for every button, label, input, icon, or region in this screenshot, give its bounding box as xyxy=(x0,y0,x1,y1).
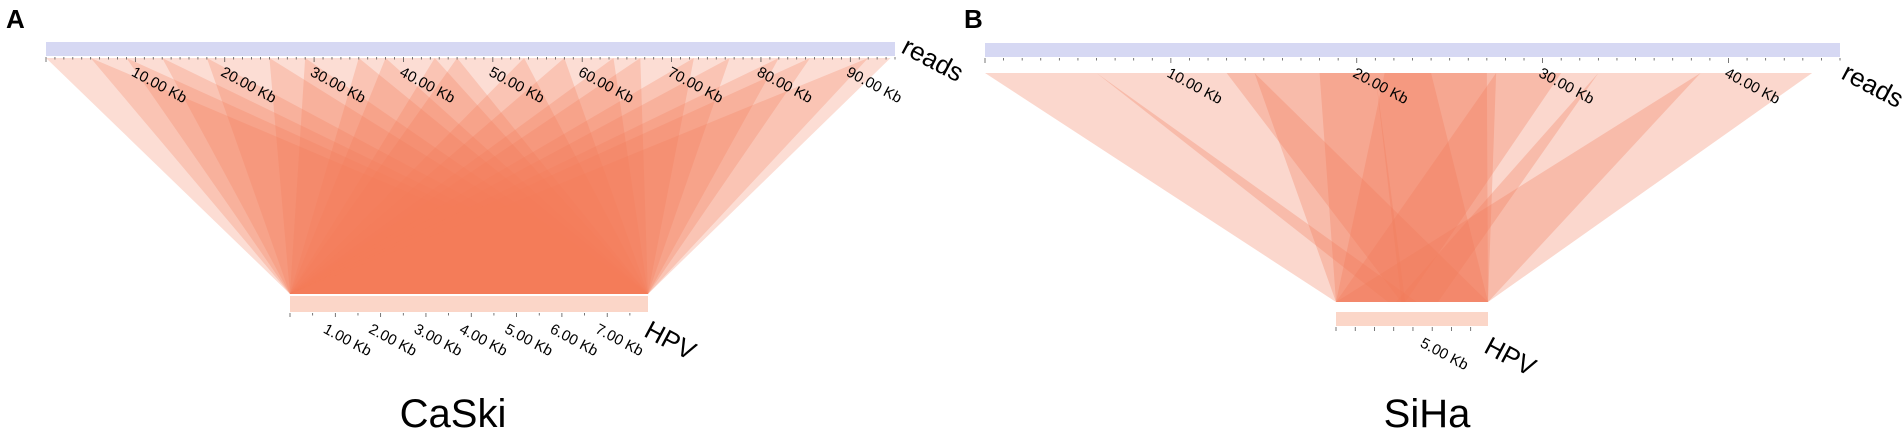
link-ribbon xyxy=(290,58,648,294)
sample-name: SiHa xyxy=(1384,392,1471,436)
link-ribbon xyxy=(46,58,648,294)
link-ribbon xyxy=(1336,73,1813,302)
hpv-track-label: HPV xyxy=(1480,330,1542,382)
link-ribbon xyxy=(290,58,811,294)
link-ribbon xyxy=(1395,73,1701,302)
link-ribbon xyxy=(290,58,869,294)
link-ribbon xyxy=(290,58,648,294)
link-ribbon xyxy=(290,58,648,294)
tick-label: 3.00 Kb xyxy=(411,321,465,360)
reads-track-bar xyxy=(46,42,895,56)
hpv-ticks: 1.00 Kb2.00 Kb3.00 Kb4.00 Kb5.00 Kb6.00 … xyxy=(289,313,646,360)
tick-label: 6.00 Kb xyxy=(547,321,601,360)
tick-label: 7.00 Kb xyxy=(592,321,646,360)
panel-caski: A 10.00 Kb 20.00 Kb 30.00 Kb 40.00 Kb 50.00 … xyxy=(6,4,969,436)
link-ribbon xyxy=(1319,73,1488,302)
link-ribbon xyxy=(1375,73,1497,302)
link-ribbon xyxy=(290,58,730,294)
link-ribbon xyxy=(290,58,648,294)
link-ribbon xyxy=(290,58,648,294)
link-ribbon xyxy=(162,58,648,294)
reads-track-label: reads xyxy=(897,31,969,88)
panel-letter: A xyxy=(6,4,25,34)
link-ribbon xyxy=(290,58,648,294)
link-ribbon xyxy=(290,58,648,294)
link-ribbon xyxy=(290,58,891,294)
link-ribbon xyxy=(1336,73,1599,302)
link-ribbon xyxy=(1096,73,1488,302)
link-ribbon xyxy=(985,73,1417,302)
link-ribbon xyxy=(1336,73,1562,302)
link-ribbon xyxy=(206,58,648,294)
tick-label: 2.00 Kb xyxy=(366,321,420,360)
link-ribbon xyxy=(126,58,648,294)
link-ribbon xyxy=(90,58,649,294)
panel-letter: B xyxy=(964,4,983,34)
link-ribbon xyxy=(290,58,648,294)
hpv-track-bar xyxy=(290,296,648,312)
link-ribbons xyxy=(985,73,1813,302)
reads-track-bar xyxy=(985,43,1840,57)
hpv-track-bar xyxy=(1336,312,1488,326)
link-ribbon xyxy=(269,58,648,294)
reads-track-label: reads xyxy=(1837,57,1902,114)
link-ribbon xyxy=(290,58,779,294)
hpv-track-label: HPV xyxy=(640,314,702,366)
tick-label: 4.00 Kb xyxy=(457,321,511,360)
link-ribbon xyxy=(1254,73,1406,302)
tick-label: 5.00 Kb xyxy=(1417,335,1471,374)
tick-label: 5.00 Kb xyxy=(502,321,556,360)
panel-siha: B 10.00 Kb 20.00 Kb 30.00 Kb 40.00 Kb 5.00 … xyxy=(964,4,1902,436)
tick-label: 1.00 Kb xyxy=(321,321,375,360)
link-ribbon xyxy=(1226,73,1488,302)
sample-name: CaSki xyxy=(400,392,507,436)
hpv-ticks: 5.00 Kb xyxy=(1335,327,1471,374)
link-ribbons xyxy=(46,58,891,294)
link-ribbon xyxy=(290,58,694,294)
